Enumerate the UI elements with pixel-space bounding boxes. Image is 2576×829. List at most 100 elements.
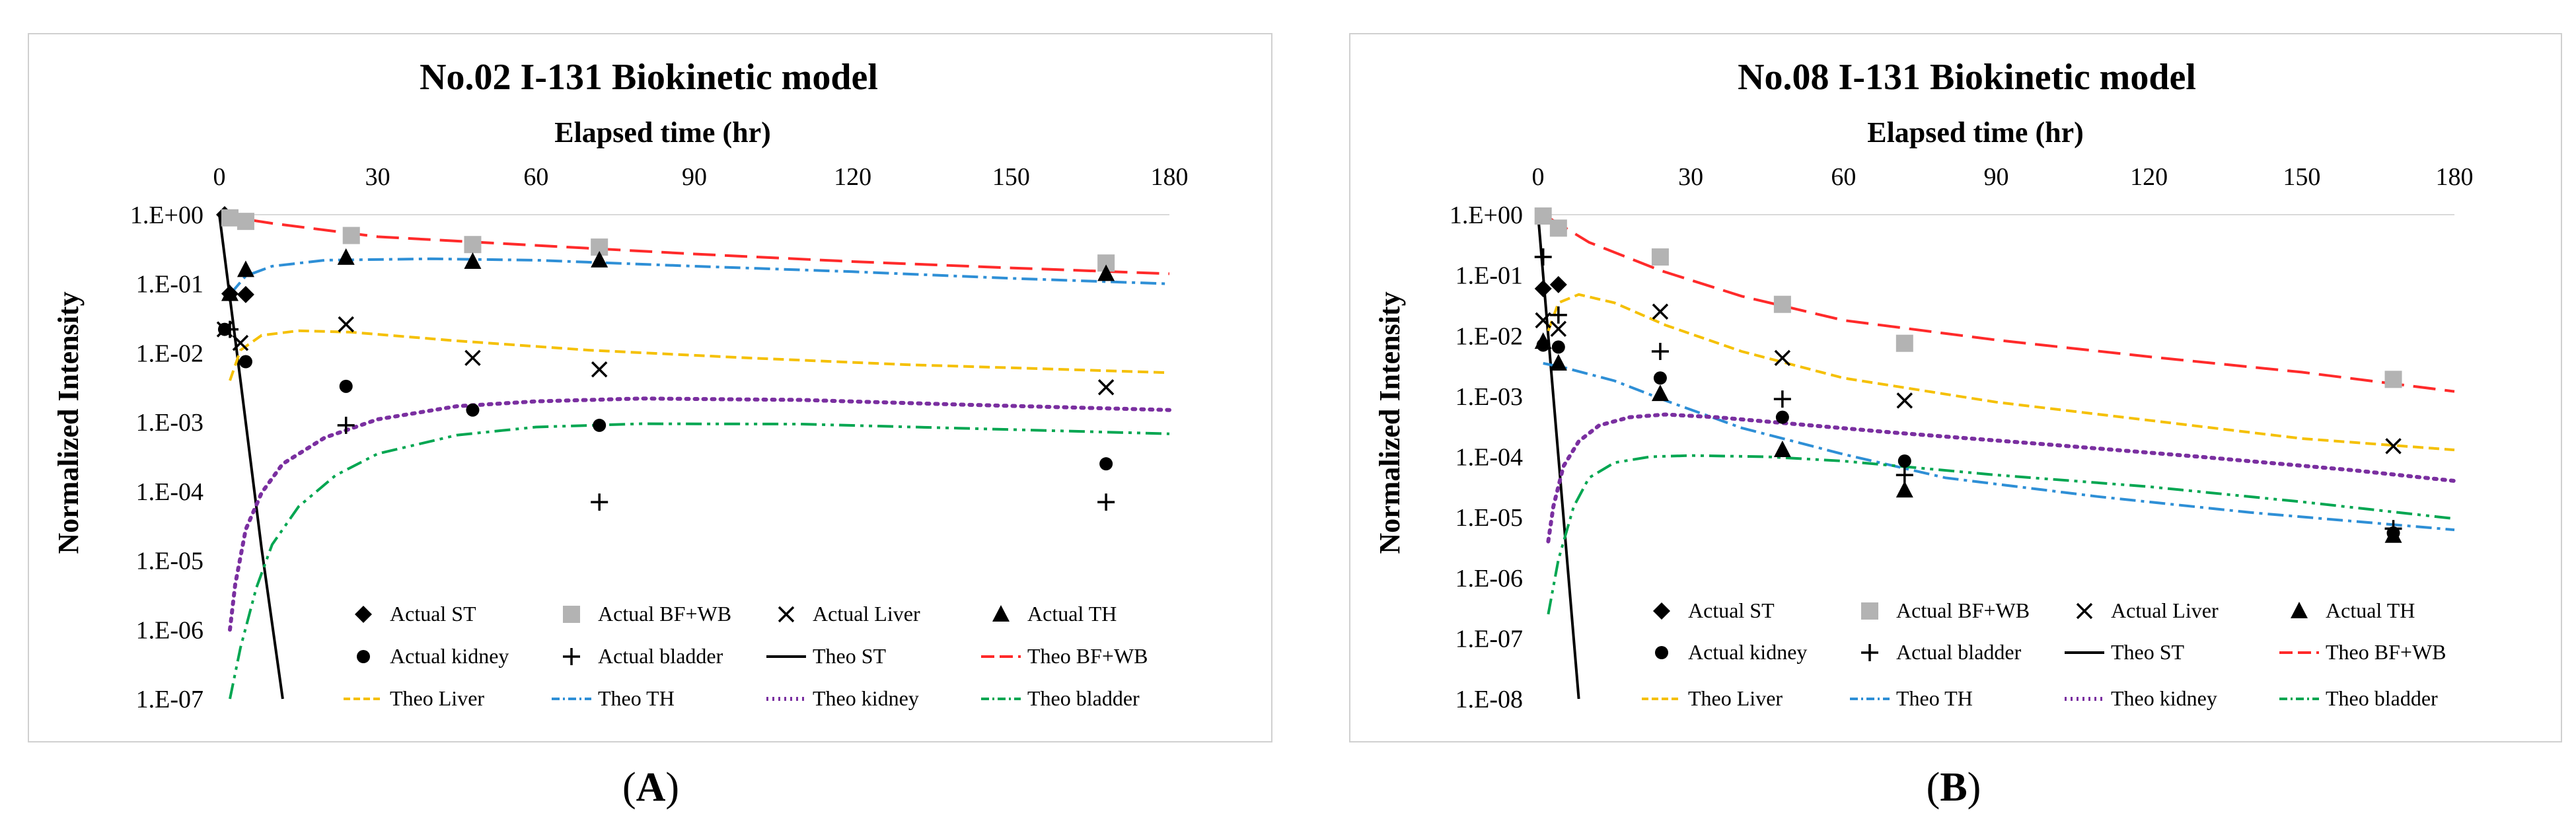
- y-tick-label: 1.E-03: [136, 409, 203, 437]
- legend-label-theo-liver: Theo Liver: [1688, 686, 1783, 710]
- data-point-actual-bladder: [1549, 306, 1567, 324]
- data-point-actual-bf-wb: [1895, 334, 1913, 352]
- series-line-theo-kidney: [1546, 412, 2456, 544]
- data-point-actual-kidney: [1536, 338, 1550, 352]
- legend-label-theo-th: Theo TH: [598, 686, 675, 710]
- series-line-theo-th: [1543, 362, 2455, 532]
- y-tick-label: 1.E-06: [1455, 565, 1523, 593]
- data-point-actual-kidney: [339, 379, 353, 393]
- y-tick-label: 1.E-06: [136, 616, 203, 644]
- legend-label-actual-th: Actual TH: [2326, 598, 2415, 622]
- x-tick-label: 30: [365, 163, 390, 191]
- legend-label-actual-kidney: Actual kidney: [1688, 640, 1807, 664]
- data-point-actual-liver: [1652, 303, 1669, 320]
- legend-marker-actual-st: [355, 606, 372, 623]
- data-point-actual-th: [1773, 441, 1791, 458]
- data-point-actual-liver: [338, 316, 354, 333]
- legend-marker-actual-th: [2291, 602, 2308, 618]
- y-tick-label: 1.E+00: [1450, 201, 1523, 229]
- legend-label-theo-bladder: Theo bladder: [1027, 686, 1140, 710]
- y-tick-label: 1.E-02: [1455, 322, 1523, 350]
- legend-label-actual-st: Actual ST: [1688, 598, 1775, 622]
- x-tick-label: 180: [1151, 163, 1189, 191]
- plot-area-a: 0 30 60 90 120 150 180 1.E+00 1.E-01 1.E-02 1.E-03…: [130, 163, 1189, 713]
- y-tick-label: 1.E-08: [1455, 686, 1523, 713]
- series-line-theo-liver: [229, 329, 1170, 381]
- data-point-actual-bf-wb: [464, 236, 482, 254]
- legend-label-theo-kidney: Theo kidney: [813, 686, 919, 710]
- legend-marker-actual-kidney: [1655, 646, 1668, 659]
- y-tick-label: 1.E-07: [1455, 625, 1523, 653]
- series-line-theo-bf-wb: [219, 213, 1170, 275]
- legend-marker-actual-bf-wb: [563, 606, 580, 623]
- data-point-actual-st: [1534, 279, 1552, 297]
- data-point-actual-kidney: [593, 418, 607, 432]
- legend: Actual ST Actual BF+WB Actual Liver Actual …: [1642, 598, 2446, 710]
- y-axis-title-b: Normalized Intensity: [1374, 291, 1406, 554]
- legend-marker-actual-bladder: [1861, 644, 1878, 661]
- y-tick-label: 1.E-01: [136, 271, 203, 299]
- data-point-actual-th: [237, 260, 254, 277]
- data-point-actual-th: [464, 252, 482, 269]
- x-tick-label: 90: [682, 163, 707, 191]
- data-point-actual-bladder: [1534, 248, 1552, 266]
- legend-label-theo-st: Theo ST: [2111, 640, 2185, 664]
- legend-marker-actual-liver: [778, 606, 795, 623]
- data-point-actual-liver: [1535, 312, 1551, 329]
- legend-label-theo-bf-wb: Theo BF+WB: [1027, 644, 1148, 668]
- data-point-actual-bf-wb: [1534, 207, 1552, 225]
- data-point-actual-bladder: [1651, 343, 1669, 361]
- plot-area-b: 0 30 60 90 120 150 180 1.E+00 1.E-01 1.E-02 1.E-03…: [1450, 163, 2474, 713]
- actual-markers: [1534, 207, 2402, 543]
- data-point-actual-liver: [1097, 379, 1115, 396]
- data-point-actual-st: [1549, 275, 1567, 293]
- legend-label-actual-bladder: Actual bladder: [1896, 640, 2022, 664]
- x-tick-label: 60: [1831, 163, 1856, 191]
- legend-label-actual-bf-wb: Actual BF+WB: [598, 602, 731, 626]
- data-point-actual-th: [1651, 384, 1669, 402]
- theory-curves: [218, 213, 1171, 700]
- data-point-actual-kidney: [1099, 457, 1113, 471]
- panel-label-b: (B): [1927, 765, 1981, 810]
- legend-label-actual-liver: Actual Liver: [2111, 598, 2219, 622]
- legend-label-actual-bladder: Actual bladder: [598, 644, 723, 668]
- y-tick-label: 1.E-03: [1455, 383, 1523, 411]
- data-point-actual-bladder: [1773, 390, 1791, 408]
- y-axis-title-a: Normalized Intensity: [52, 291, 85, 554]
- chart-panel-a: [28, 33, 1272, 742]
- data-point-actual-liver: [591, 361, 608, 378]
- chart-title-b: No.08 I-131 Biokinetic model: [1738, 57, 2196, 98]
- series-line-theo-kidney: [228, 396, 1171, 632]
- data-point-actual-liver: [464, 349, 481, 367]
- data-point-actual-liver: [1896, 392, 1913, 409]
- x-tick-label: 30: [1678, 163, 1703, 191]
- data-point-actual-bladder: [1895, 466, 1913, 484]
- series-line-theo-liver: [1547, 293, 2455, 452]
- data-point-actual-kidney: [1551, 340, 1565, 354]
- data-point-actual-th: [591, 250, 608, 268]
- x-tick-label: 90: [1984, 163, 2009, 191]
- legend-label-theo-th: Theo TH: [1896, 686, 1973, 710]
- data-point-actual-th: [1549, 354, 1567, 371]
- legend-label-actual-th: Actual TH: [1027, 602, 1117, 626]
- y-tick-label: 1.E+00: [130, 201, 203, 229]
- data-point-actual-kidney: [1897, 454, 1911, 468]
- y-tick-label: 1.E-02: [136, 340, 203, 367]
- legend-label-theo-liver: Theo Liver: [390, 686, 484, 710]
- series-line-theo-bladder: [1547, 454, 2455, 615]
- legend-marker-actual-bf-wb: [1861, 602, 1878, 620]
- data-point-actual-bf-wb: [1651, 248, 1669, 266]
- data-point-actual-bf-wb: [1773, 295, 1791, 313]
- data-point-actual-bf-wb: [221, 209, 239, 227]
- x-tick-label: 150: [992, 163, 1030, 191]
- theory-curves: [1537, 214, 2456, 700]
- x-tick-label: 120: [834, 163, 871, 191]
- data-point-actual-bladder: [221, 320, 239, 338]
- x-tick-label: 0: [213, 163, 226, 191]
- data-point-actual-liver: [2385, 438, 2402, 454]
- data-point-actual-kidney: [466, 403, 480, 417]
- data-point-actual-bladder: [591, 493, 608, 511]
- series-line-theo-th: [229, 257, 1170, 296]
- data-point-actual-bf-wb: [237, 213, 254, 231]
